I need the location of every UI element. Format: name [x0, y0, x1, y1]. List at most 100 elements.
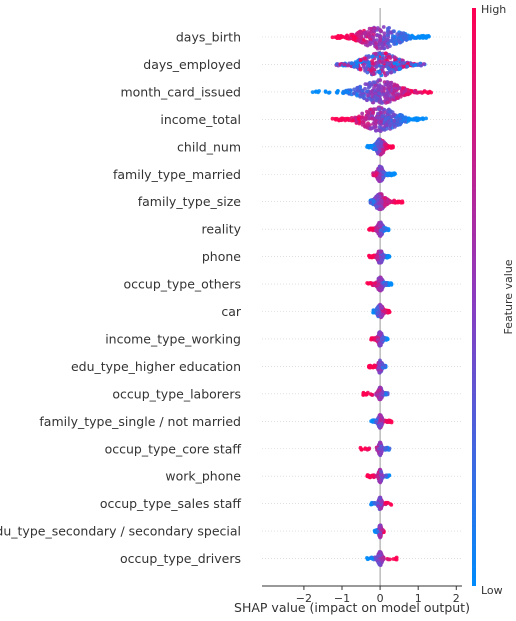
shap-point — [388, 81, 393, 86]
shap-point — [389, 70, 394, 75]
feature-gridlines — [262, 36, 462, 559]
shap-point — [358, 31, 363, 36]
shap-point — [366, 85, 371, 90]
shap-point — [369, 98, 374, 102]
shap-point — [379, 42, 384, 47]
shap-point — [342, 62, 347, 67]
shap-point — [387, 54, 392, 59]
shap-point — [386, 61, 390, 66]
shap-point — [363, 124, 368, 129]
shap-point — [374, 45, 379, 50]
shap-point — [385, 255, 390, 260]
shap-point — [417, 34, 422, 39]
shap-point — [379, 120, 383, 124]
x-tick-label: −1 — [334, 592, 350, 605]
feature-label: work_phone — [165, 469, 241, 484]
shap-point — [398, 94, 403, 99]
shap-point — [378, 414, 383, 418]
shap-point — [379, 478, 384, 482]
shap-point — [392, 34, 397, 39]
shap-point — [376, 365, 381, 370]
shap-point — [384, 473, 388, 478]
colorbar-low-label: Low — [481, 584, 503, 597]
shap-point — [370, 418, 375, 423]
shap-point — [378, 110, 383, 115]
shap-point — [406, 92, 411, 97]
shap-point — [375, 60, 380, 65]
colorbar-high-label: High — [481, 3, 506, 16]
shap-point — [402, 64, 407, 69]
feature-label: occup_type_drivers — [120, 551, 241, 566]
shap-point — [345, 117, 350, 122]
shap-point — [367, 123, 372, 127]
shap-point — [394, 66, 399, 70]
shap-point — [356, 38, 361, 43]
shap-point — [379, 249, 384, 254]
shap-point — [378, 342, 383, 347]
feature-label: days_birth — [176, 30, 241, 45]
shap-point — [377, 533, 382, 538]
shap-point — [422, 62, 426, 66]
shap-point — [346, 63, 350, 68]
shap-point — [310, 90, 315, 95]
shap-point — [360, 115, 365, 119]
shap-point — [376, 475, 381, 480]
shap-point — [370, 66, 375, 71]
shap-point — [387, 173, 391, 178]
shap-point — [392, 55, 397, 60]
shap-point — [383, 82, 388, 87]
shap-point — [377, 278, 381, 283]
shap-point — [368, 281, 373, 286]
shap-point — [366, 447, 371, 452]
shap-point — [410, 89, 414, 93]
shap-point — [387, 109, 392, 114]
shap-point — [380, 499, 384, 504]
shap-point — [355, 88, 360, 93]
shap-point — [379, 469, 383, 474]
shap-point — [375, 96, 380, 100]
shap-point — [373, 281, 377, 286]
shap-point — [379, 395, 384, 400]
shap-point — [354, 120, 359, 124]
shap-point — [375, 310, 380, 315]
shap-point — [341, 89, 346, 94]
feature-label: occup_type_core staff — [105, 441, 242, 456]
shap-point — [360, 40, 365, 45]
shap-point — [381, 92, 385, 97]
shap-point — [365, 145, 369, 149]
x-axis-title: SHAP value (impact on model output) — [234, 600, 470, 615]
shap-point — [384, 126, 389, 131]
shap-point — [410, 117, 415, 122]
shap-point — [363, 32, 368, 37]
shap-point — [375, 529, 380, 534]
shap-point — [376, 282, 381, 286]
feature-label: days_employed — [143, 57, 241, 72]
shap-point — [401, 31, 406, 36]
shap-point — [379, 304, 383, 309]
shap-point — [374, 228, 378, 233]
shap-point — [379, 472, 384, 477]
shap-point — [374, 204, 379, 209]
shap-point — [380, 277, 384, 282]
shap-point — [377, 69, 382, 74]
shap-point — [368, 40, 373, 45]
shap-point — [384, 123, 389, 127]
shap-point — [389, 39, 393, 43]
shap-point — [394, 83, 399, 88]
shap-point — [381, 170, 386, 175]
feature-label: reality — [202, 222, 242, 237]
shap-point — [379, 151, 384, 156]
shap-point — [370, 61, 375, 66]
shap-point — [374, 41, 378, 46]
shap-point — [429, 90, 434, 95]
shap-point — [358, 92, 363, 97]
shap-point — [352, 64, 356, 69]
shap-point — [349, 116, 354, 120]
shap-point — [368, 226, 373, 231]
x-axis-ticks: −2 −1 0 1 2 — [296, 586, 460, 605]
shap-point — [375, 194, 380, 198]
shap-point — [372, 80, 377, 85]
shap-point — [365, 98, 369, 103]
feature-label: edu_type_secondary / secondary special — [0, 524, 241, 539]
shap-point — [401, 117, 406, 122]
